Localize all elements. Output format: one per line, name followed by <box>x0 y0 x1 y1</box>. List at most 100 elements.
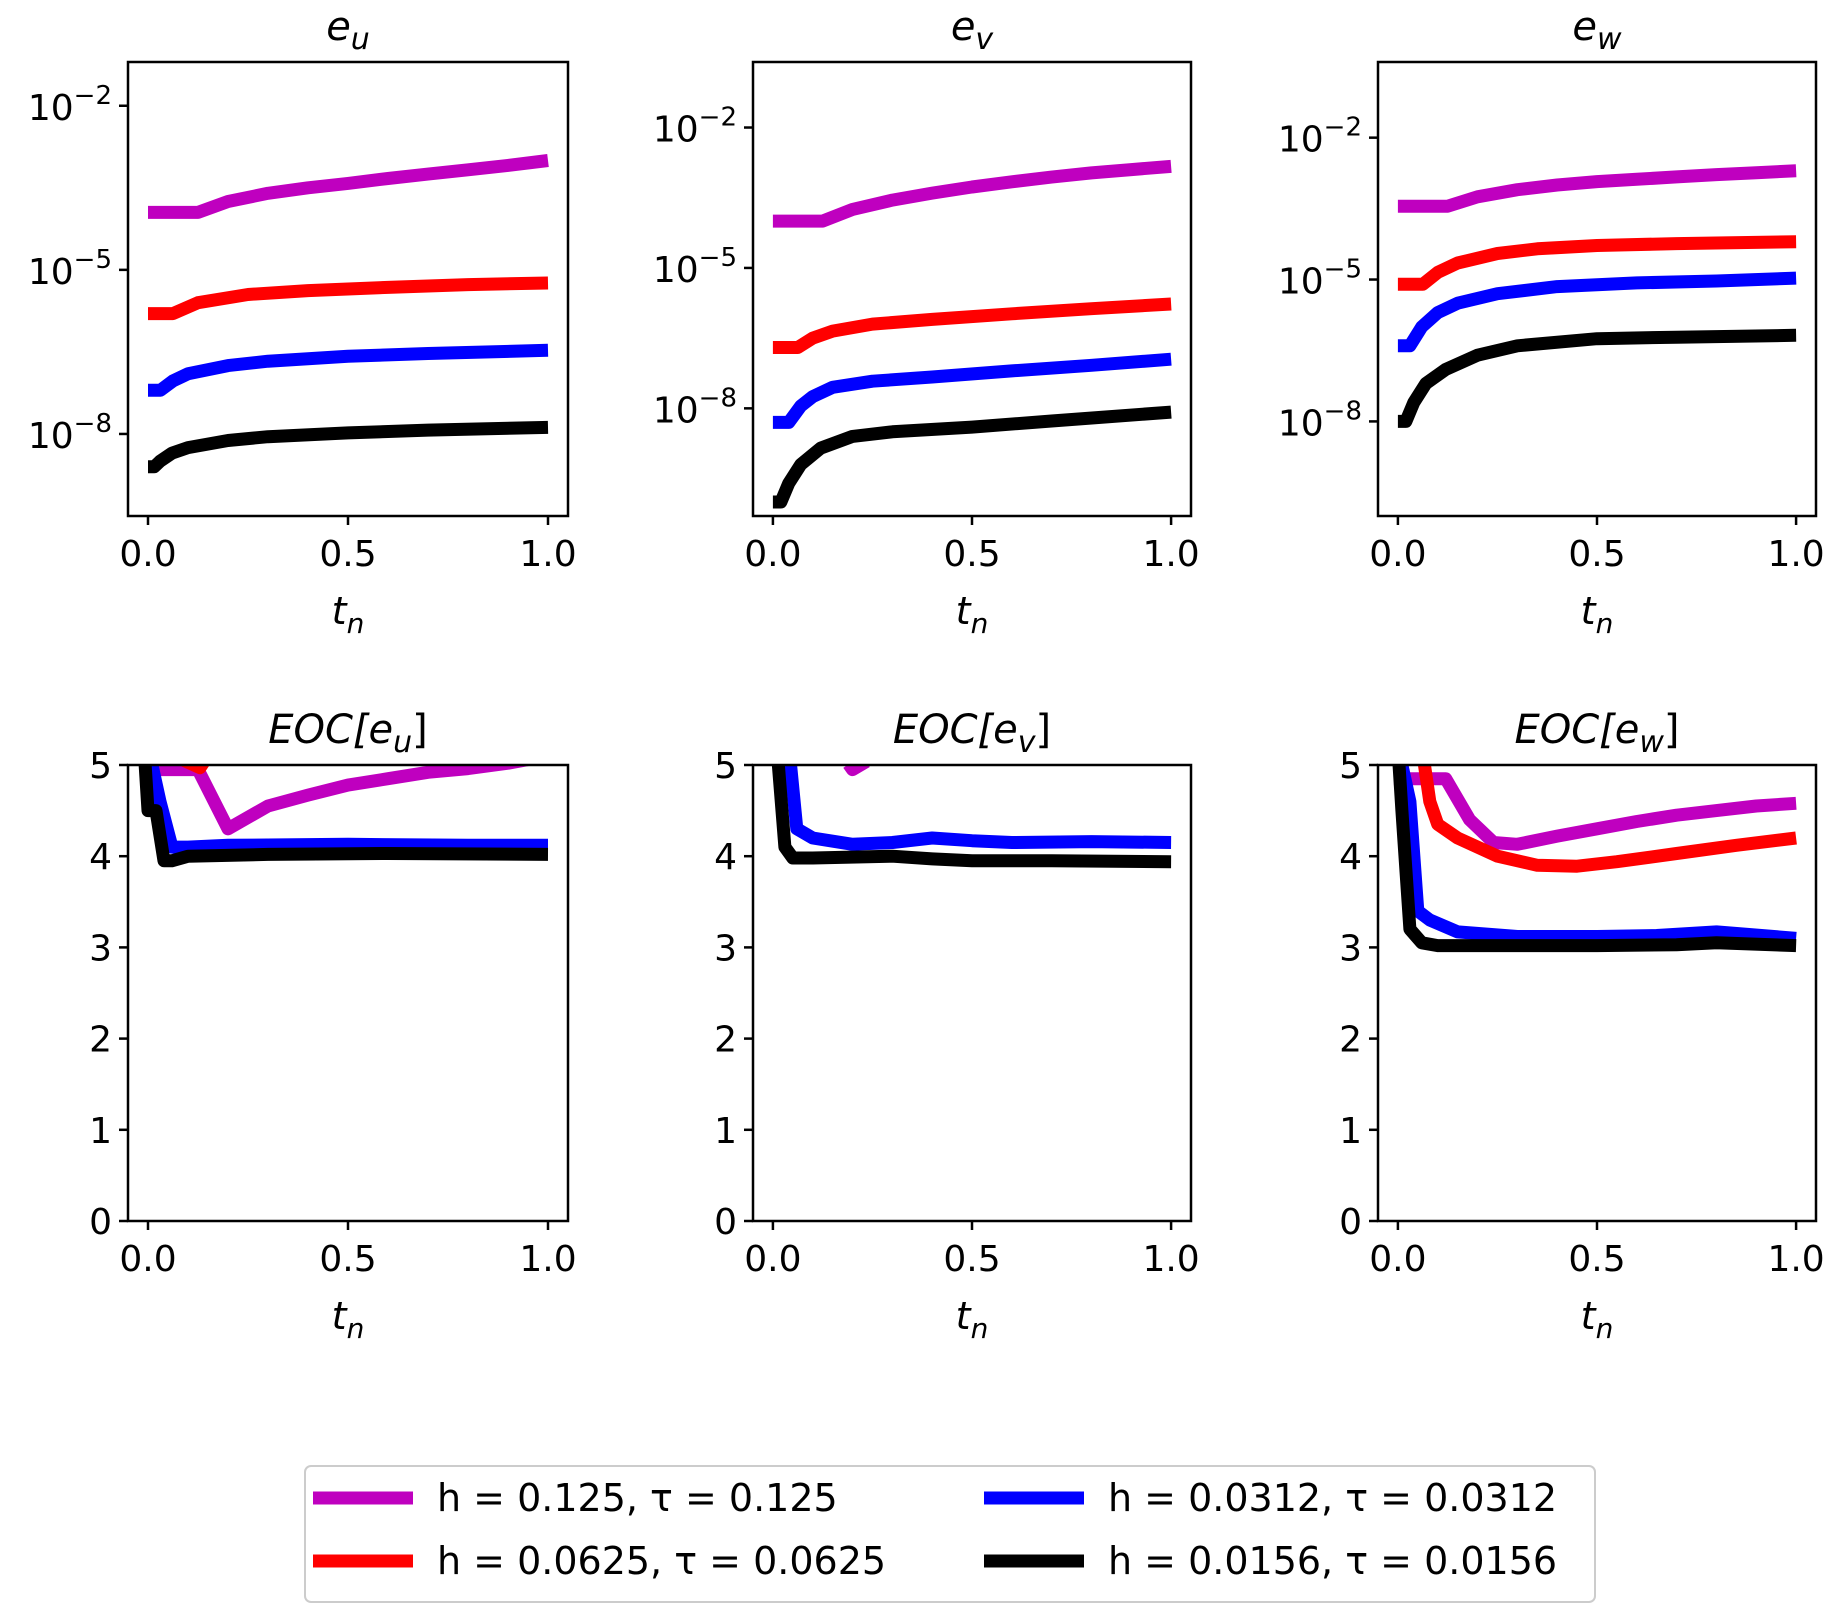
series-line-4 <box>147 420 549 474</box>
title-bracket: ] <box>1664 707 1680 753</box>
title-bracket: ] <box>1036 707 1052 753</box>
series-line-4 <box>138 765 549 868</box>
x-axis-label: tn <box>1581 1294 1614 1345</box>
y-tick-label: 4 <box>89 837 112 878</box>
xlabel-subscript: n <box>971 1312 989 1345</box>
series-group <box>1392 765 1797 953</box>
y-tick-label: 3 <box>714 928 737 969</box>
series-group <box>147 154 549 474</box>
series-line-1 <box>148 154 549 219</box>
panel-4: 0.0 0.5 1.0 0 1 2 3 4 5 EOC[eu] tn <box>89 707 577 1345</box>
y-tick-label: 10−5 <box>653 243 737 291</box>
y-tick-label: 10−2 <box>28 81 112 129</box>
x-tick-label: 0.0 <box>744 1239 801 1280</box>
panel-title: EOC[ev] <box>893 707 1051 760</box>
series-group <box>138 765 549 868</box>
y-tick-label: 4 <box>714 837 737 878</box>
x-tick-label: 1.0 <box>1142 1239 1199 1280</box>
x-tick-label: 0.0 <box>119 534 176 575</box>
y-tick-label: 1 <box>89 1111 112 1152</box>
title-base: EOC[e <box>1514 707 1639 753</box>
y-tick-base: 10 <box>28 416 74 457</box>
y-tick-label: 1 <box>714 1111 737 1152</box>
y-tick-exponent: −8 <box>74 409 112 439</box>
title-subscript: u <box>351 22 370 57</box>
panel-title: ew <box>1572 4 1622 57</box>
series-line-2 <box>1417 765 1797 873</box>
y-tick-exponent: −2 <box>74 81 112 111</box>
y-tick-base: 10 <box>28 88 74 129</box>
series-line-3 <box>772 352 1172 429</box>
x-tick-label: 0.5 <box>943 1239 1000 1280</box>
x-tick-label: 1.0 <box>519 1239 576 1280</box>
x-tick-label: 0.0 <box>1369 1239 1426 1280</box>
series-line-1 <box>1397 164 1797 213</box>
xlabel-subscript: n <box>1596 607 1614 640</box>
x-axis-label: tn <box>956 589 989 640</box>
y-tick-label: 5 <box>89 746 112 787</box>
panel-title: EOC[eu] <box>268 707 428 760</box>
x-axis-label: tn <box>332 589 365 640</box>
series-line-1 <box>144 765 535 836</box>
series-group <box>772 159 1172 509</box>
y-tick-base: 10 <box>1278 120 1324 161</box>
series-line-4 <box>1392 765 1797 953</box>
y-tick-base: 10 <box>1278 403 1324 444</box>
legend-label: h = 0.0312, τ = 0.0312 <box>1108 1476 1557 1520</box>
series-line-4 <box>772 405 1172 509</box>
title-base: e <box>1572 4 1597 50</box>
title-bracket: ] <box>412 707 428 753</box>
y-tick-label: 10−2 <box>653 103 737 151</box>
series-group <box>1397 164 1797 428</box>
y-tick-label: 5 <box>714 746 737 787</box>
series-line-1 <box>1393 772 1797 851</box>
xlabel-base: t <box>956 1294 973 1338</box>
xlabel-subscript: n <box>971 607 989 640</box>
y-tick-label: 1 <box>1339 1111 1362 1152</box>
y-tick-label: 2 <box>89 1020 112 1061</box>
series-line-2 <box>1397 235 1797 291</box>
y-tick-label: 5 <box>1339 746 1362 787</box>
panel-title: ev <box>951 4 995 57</box>
y-tick-exponent: −2 <box>1324 113 1362 143</box>
x-tick-label: 0.5 <box>1568 1239 1625 1280</box>
legend-label: h = 0.0156, τ = 0.0156 <box>1108 1539 1557 1583</box>
x-tick-label: 0.0 <box>744 534 801 575</box>
y-tick-exponent: −8 <box>1324 396 1362 426</box>
series-line-2 <box>772 297 1172 354</box>
title-base: EOC[e <box>268 707 393 753</box>
title-subscript: u <box>393 725 412 760</box>
y-tick-exponent: −5 <box>74 245 112 275</box>
x-tick-label: 0.0 <box>119 1239 176 1280</box>
y-tick-label: 0 <box>1339 1202 1362 1243</box>
y-tick-label: 10−8 <box>1278 396 1362 444</box>
title-base: e <box>326 4 351 50</box>
y-tick-label: 2 <box>714 1020 737 1061</box>
x-tick-label: 1.0 <box>519 534 576 575</box>
legend: h = 0.125, τ = 0.125 h = 0.0625, τ = 0.06… <box>304 1465 1596 1603</box>
title-subscript: v <box>1018 725 1037 760</box>
xlabel-base: t <box>332 589 349 633</box>
x-tick-label: 1.0 <box>1767 1239 1824 1280</box>
y-tick-label: 3 <box>1339 928 1362 969</box>
x-tick-label: 1.0 <box>1767 534 1824 575</box>
legend-label: h = 0.125, τ = 0.125 <box>437 1476 838 1520</box>
xlabel-base: t <box>332 1294 349 1338</box>
panel-title: eu <box>326 4 370 57</box>
title-subscript: v <box>975 22 994 57</box>
xlabel-subscript: n <box>347 607 365 640</box>
title-base: EOC[e <box>893 707 1018 753</box>
panel-title: EOC[ew] <box>1514 707 1679 760</box>
y-tick-label: 4 <box>1339 837 1362 878</box>
x-tick-label: 0.5 <box>319 1239 376 1280</box>
x-tick-label: 0.0 <box>1369 534 1426 575</box>
y-tick-label: 10−8 <box>653 383 737 431</box>
series-line-2 <box>148 276 549 321</box>
y-tick-label: 10−2 <box>1278 113 1362 161</box>
xlabel-base: t <box>1581 589 1598 633</box>
y-tick-base: 10 <box>1278 262 1324 303</box>
series-line-2 <box>181 765 210 775</box>
series-line-3 <box>784 765 1172 851</box>
y-tick-label: 3 <box>89 928 112 969</box>
